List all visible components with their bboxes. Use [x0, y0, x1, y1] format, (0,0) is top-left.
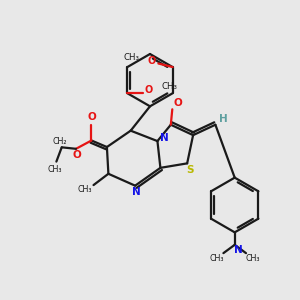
Text: S: S	[186, 165, 193, 175]
Text: CH₃: CH₃	[123, 53, 140, 62]
Text: H: H	[219, 114, 228, 124]
Text: N: N	[132, 187, 141, 197]
Text: N: N	[160, 133, 168, 142]
Text: O: O	[87, 112, 96, 122]
Text: O: O	[148, 56, 156, 65]
Text: CH₃: CH₃	[161, 82, 178, 91]
Text: O: O	[72, 150, 81, 161]
Text: O: O	[145, 85, 153, 95]
Text: O: O	[173, 98, 182, 108]
Text: CH₃: CH₃	[246, 254, 260, 263]
Text: CH₃: CH₃	[209, 254, 224, 263]
Text: CH₂: CH₂	[53, 137, 68, 146]
Text: CH₃: CH₃	[48, 164, 62, 173]
Text: CH₃: CH₃	[77, 185, 92, 194]
Text: N: N	[234, 245, 243, 255]
